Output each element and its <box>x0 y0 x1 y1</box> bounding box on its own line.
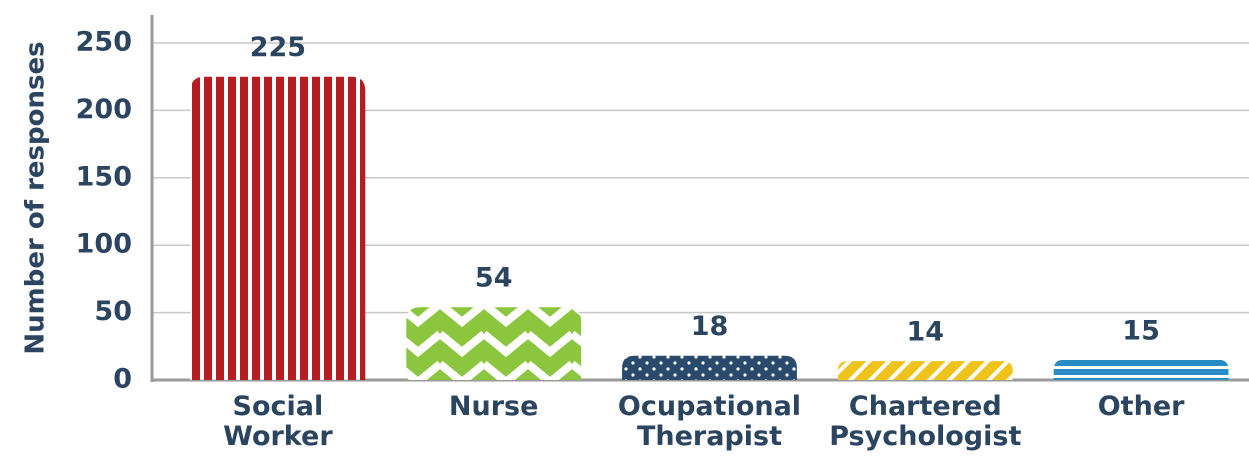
value-label: 225 <box>250 32 306 63</box>
bar <box>622 355 797 380</box>
value-label: 54 <box>475 263 513 294</box>
value-label: 15 <box>1122 315 1160 346</box>
bar <box>406 307 582 380</box>
value-label: 18 <box>691 311 729 342</box>
bar <box>837 361 1013 380</box>
bar <box>1053 359 1229 380</box>
x-tick-label: Social Worker <box>223 391 333 452</box>
y-tick-label: 150 <box>76 161 132 192</box>
x-tick-label: Other <box>1097 391 1185 422</box>
x-tick-label: Ocupational Therapist <box>617 391 802 452</box>
value-label: 14 <box>907 317 945 348</box>
y-tick-label: 0 <box>113 364 132 395</box>
y-tick-label: 200 <box>76 94 132 125</box>
y-tick-label: 100 <box>76 229 132 260</box>
y-tick-label: 250 <box>76 27 132 58</box>
bar <box>190 76 366 380</box>
x-tick-label: Chartered Psychologist <box>829 391 1022 452</box>
x-tick-label: Nurse <box>448 391 539 422</box>
y-axis-label: Number of responses <box>21 41 51 354</box>
y-tick-label: 50 <box>94 296 132 327</box>
